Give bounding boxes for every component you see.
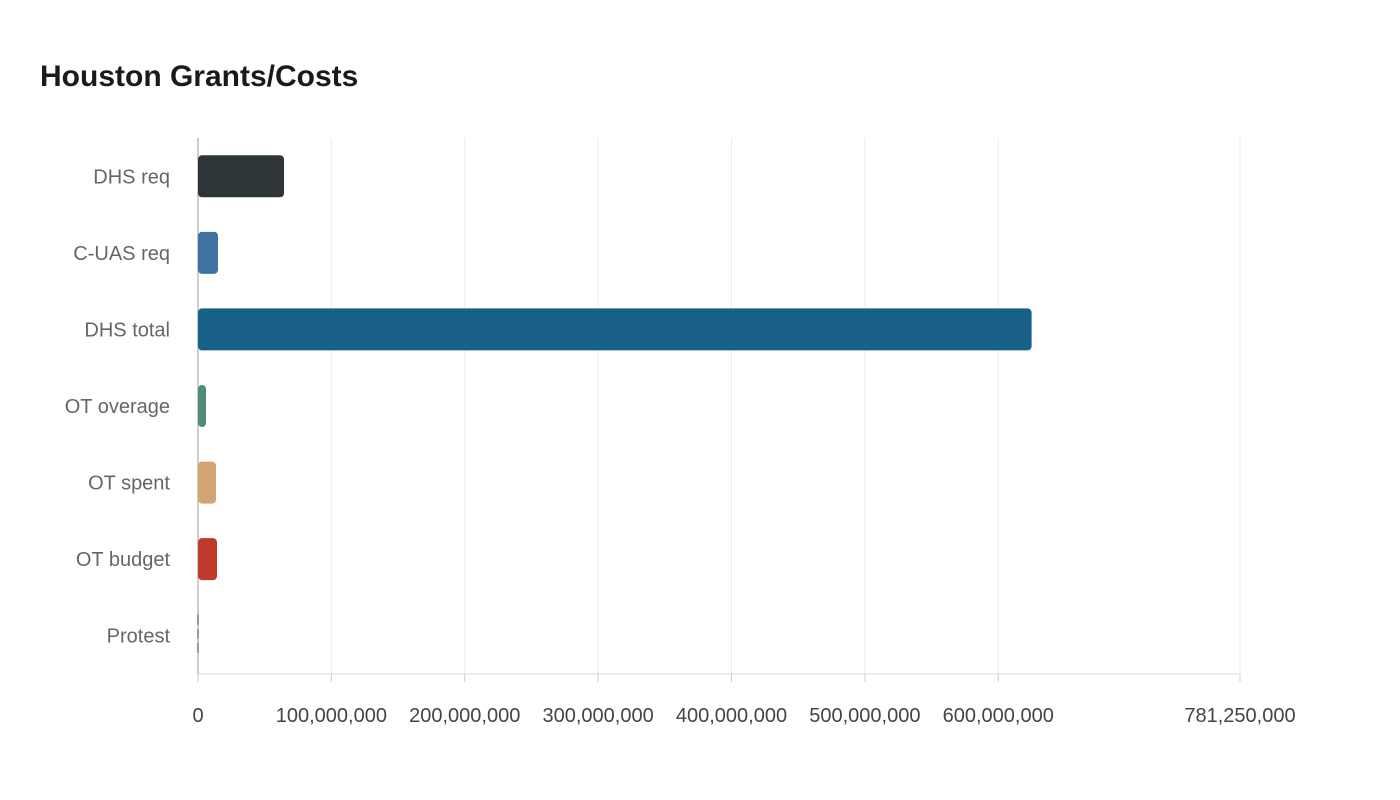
x-tick-label: 600,000,000	[943, 705, 1054, 727]
x-tick-label: 100,000,000	[276, 705, 387, 727]
category-label: OT spent	[88, 473, 170, 495]
x-tick-label: 200,000,000	[409, 705, 520, 727]
x-tick-label: 500,000,000	[809, 705, 920, 727]
bar	[198, 538, 218, 581]
x-tick-label: 781,250,000	[1184, 705, 1295, 727]
category-label: Protest	[107, 626, 171, 648]
x-tick-label: 300,000,000	[543, 705, 654, 727]
category-label: OT budget	[76, 549, 171, 571]
category-label: C-UAS req	[73, 243, 170, 265]
category-label: DHS req	[93, 166, 170, 188]
bar	[198, 231, 219, 274]
category-label: OT overage	[65, 396, 170, 418]
bar	[198, 385, 207, 427]
bar	[198, 461, 217, 504]
bar	[198, 308, 1032, 351]
x-tick-label: 400,000,000	[676, 705, 787, 727]
chart-title: Houston Grants/Costs	[40, 60, 359, 93]
bar	[198, 155, 285, 198]
x-tick-label: 0	[192, 705, 203, 727]
category-label: DHS total	[84, 319, 170, 341]
